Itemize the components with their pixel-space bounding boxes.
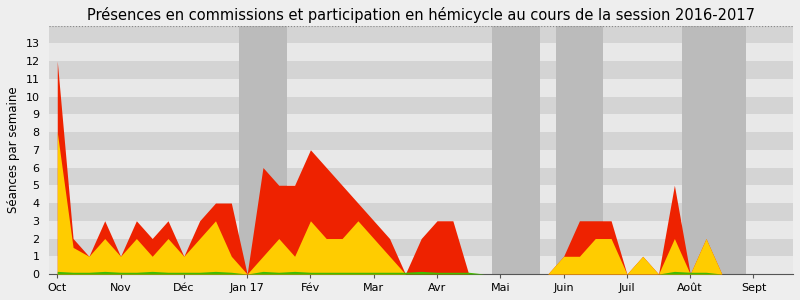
Bar [50,238,793,256]
Bar [50,185,793,203]
Bar [556,26,603,274]
Title: Présences en commissions et participation en hémicycle au cours de la session 20: Présences en commissions et participatio… [87,7,755,23]
Bar [50,43,793,61]
Bar [50,150,793,167]
Bar [50,132,793,150]
Bar [50,26,793,43]
Bar [50,114,793,132]
Bar [50,203,793,221]
Bar [50,97,793,114]
Bar [50,61,793,79]
Y-axis label: Séances par semaine: Séances par semaine [7,86,20,213]
Bar [239,26,286,274]
Bar [50,79,793,97]
Bar [493,26,540,274]
Bar [50,256,793,274]
Bar [682,26,746,274]
Bar [50,221,793,238]
Bar [50,167,793,185]
